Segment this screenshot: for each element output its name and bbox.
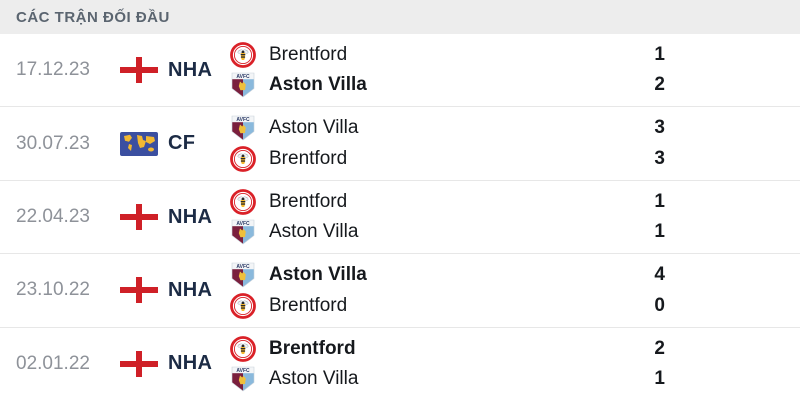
match-date: 22.04.23 [16,206,90,228]
svg-text:AVFC: AVFC [236,221,250,227]
competition-label: NHA [168,278,213,301]
teams-block: Brentford 2 AVFC Aston Villa 1 [230,328,665,400]
brentford-logo-icon [230,188,256,215]
svg-text:AVFC: AVFC [236,74,250,80]
team-name: Aston Villa [269,74,367,96]
competition: CF [120,131,230,156]
brentford-logo-icon [230,292,256,319]
competition: NHA [120,57,230,84]
team-score: 1 [654,221,665,243]
aston-villa-logo-icon: AVFC [230,115,256,141]
match-list: 17.12.23 NHA Brentford 1 AVFC Aston Vill… [0,34,800,400]
team-score: 0 [654,294,665,316]
competition-label: NHA [168,352,213,375]
team-line: AVFC Aston Villa 1 [230,217,665,247]
team-name: Brentford [269,190,348,212]
team-line: Brentford 2 [230,334,665,364]
team-line: AVFC Aston Villa 4 [230,260,665,290]
brentford-logo-icon [230,335,256,362]
aston-villa-logo-icon: AVFC [230,219,256,245]
team-name: Brentford [269,294,348,316]
team-score: 1 [654,368,665,390]
england-flag-icon [120,204,158,231]
team-name: Aston Villa [269,264,367,286]
team-score: 3 [654,147,665,169]
competition: NHA [120,350,230,377]
match-row[interactable]: 30.07.23 CF AVFC Aston Villa 3 Brentford… [0,106,800,180]
team-line: Brentford 3 [230,144,665,174]
aston-villa-logo-icon: AVFC [230,366,256,392]
competition-label: CF [168,132,196,155]
teams-block: Brentford 1 AVFC Aston Villa 1 [230,181,665,253]
teams-block: AVFC Aston Villa 3 Brentford 3 [230,107,665,179]
competition-label: NHA [168,58,213,81]
team-name: Brentford [269,337,356,359]
match-date: 30.07.23 [16,132,90,154]
england-flag-icon [120,350,158,377]
competition: NHA [120,204,230,231]
team-line: AVFC Aston Villa 1 [230,364,665,394]
panel-header: CÁC TRẬN ĐỐI ĐẦU [0,0,800,34]
match-row[interactable]: 23.10.22 NHA AVFC Aston Villa 4 Brentfor… [0,253,800,327]
panel-title: CÁC TRẬN ĐỐI ĐẦU [16,8,170,26]
team-score: 3 [654,117,665,139]
match-date: 17.12.23 [16,59,90,81]
team-score: 1 [654,44,665,65]
england-flag-icon [120,57,158,84]
world-flag-icon [120,131,158,156]
match-date: 02.01.22 [16,352,90,374]
teams-block: Brentford 1 AVFC Aston Villa 2 [230,34,665,106]
team-score: 2 [654,74,665,96]
team-name: Brentford [269,44,348,65]
team-name: Brentford [269,147,348,169]
svg-text:AVFC: AVFC [236,368,250,374]
team-line: Brentford 1 [230,187,665,217]
competition-label: NHA [168,205,213,228]
team-score: 1 [654,190,665,212]
aston-villa-logo-icon: AVFC [230,72,256,98]
team-name: Aston Villa [269,221,359,243]
team-line: AVFC Aston Villa 2 [230,70,665,100]
match-row[interactable]: 02.01.22 NHA Brentford 2 AVFC Aston Vill… [0,326,800,400]
brentford-logo-icon [230,42,256,68]
team-score: 4 [654,264,665,286]
svg-text:AVFC: AVFC [236,264,250,270]
team-line: Brentford 0 [230,291,665,321]
team-line: Brentford 1 [230,40,665,70]
match-row[interactable]: 22.04.23 NHA Brentford 1 AVFC Aston Vill… [0,179,800,254]
england-flag-icon [120,277,158,304]
aston-villa-logo-icon: AVFC [230,262,256,288]
team-name: Aston Villa [269,368,359,390]
team-line: AVFC Aston Villa 3 [230,113,665,143]
svg-text:AVFC: AVFC [236,117,250,123]
match-row[interactable]: 17.12.23 NHA Brentford 1 AVFC Aston Vill… [0,34,800,107]
competition: NHA [120,277,230,304]
brentford-logo-icon [230,145,256,172]
team-score: 2 [654,337,665,359]
match-date: 23.10.22 [16,279,90,301]
teams-block: AVFC Aston Villa 4 Brentford 0 [230,254,665,326]
team-name: Aston Villa [269,117,359,139]
